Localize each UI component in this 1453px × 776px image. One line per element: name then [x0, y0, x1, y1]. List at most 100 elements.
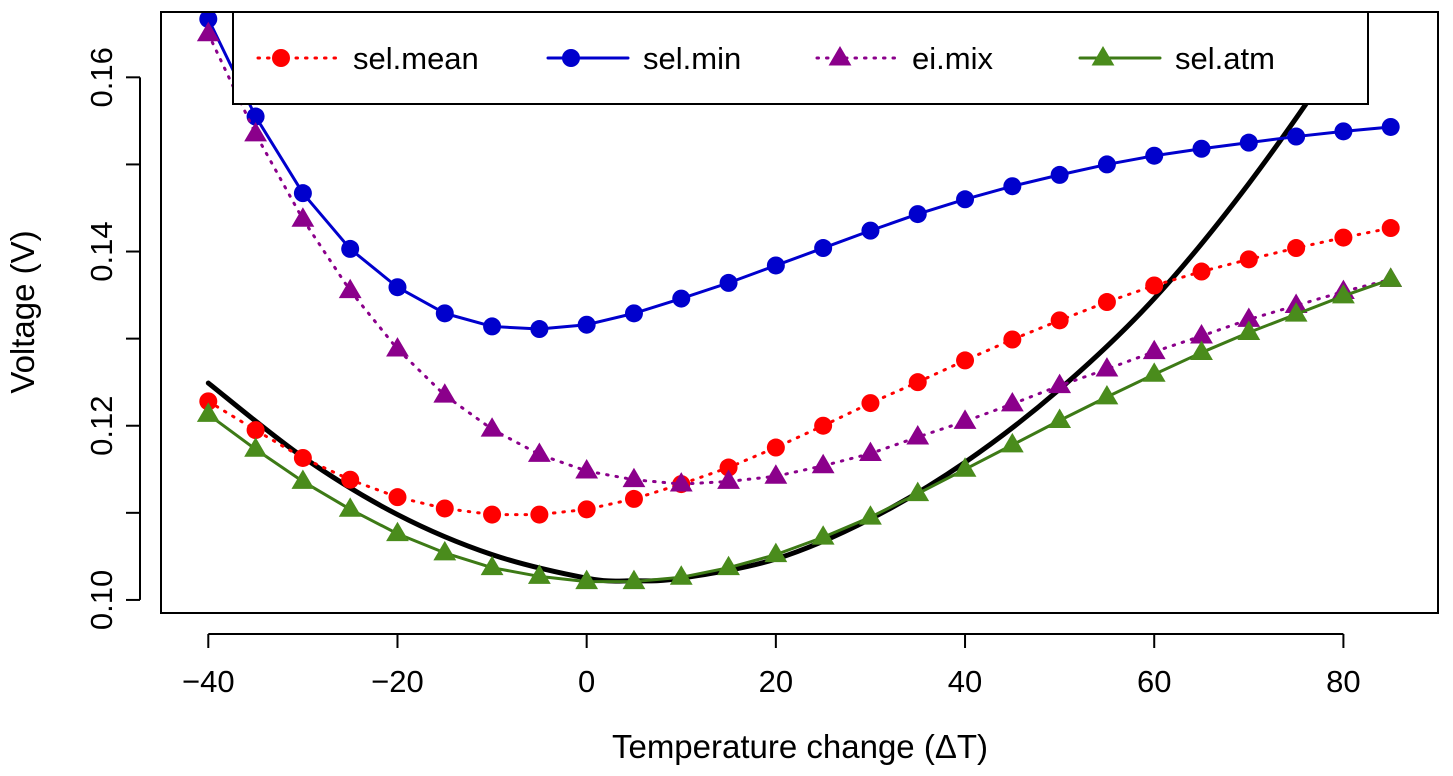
y-tick-label: 0.10	[84, 570, 119, 630]
x-tick-label: −40	[182, 664, 235, 699]
data-point-ei-mix	[338, 278, 362, 299]
data-point-sel-mean	[293, 448, 312, 467]
series-sel-min	[199, 12, 1400, 339]
data-point-sel-min	[1239, 133, 1258, 152]
data-point-sel-min	[530, 320, 549, 339]
data-point-ei-mix	[717, 469, 740, 489]
data-point-ei-mix	[196, 21, 220, 42]
data-point-ei-mix	[1095, 357, 1119, 377]
data-point-sel-mean	[530, 505, 549, 524]
data-point-sel-atm	[1284, 302, 1308, 322]
data-point-sel-atm	[1332, 283, 1355, 304]
data-point-ei-mix	[1048, 373, 1072, 394]
legend-entry-sel-min: sel.min	[546, 41, 741, 76]
data-point-sel-mean	[814, 416, 833, 435]
data-point-ei-mix	[1237, 307, 1261, 327]
data-point-sel-atm	[953, 457, 977, 477]
data-point-sel-atm	[575, 569, 599, 590]
data-point-ei-mix	[622, 467, 646, 488]
data-point-ei-mix	[859, 441, 882, 462]
axes: −40 −20 0 20 40 60 80 0.10 0.12 0.14 0.16	[84, 47, 1361, 699]
data-point-sel-atm	[764, 542, 788, 563]
data-point-sel-min	[1334, 122, 1353, 141]
y-tick-label: 0.12	[84, 396, 119, 456]
data-point-sel-mean	[435, 499, 454, 518]
data-point-sel-min	[577, 315, 596, 334]
data-point-sel-min	[1097, 155, 1116, 174]
data-point-sel-atm	[244, 437, 267, 457]
data-point-sel-mean	[1097, 293, 1116, 312]
data-point-ei-mix	[1142, 339, 1166, 360]
data-point-sel-min	[719, 273, 738, 292]
data-point-sel-atm	[811, 525, 835, 545]
data-point-sel-atm	[338, 497, 362, 517]
data-point-sel-min	[293, 184, 312, 203]
series-layer	[196, 12, 1403, 590]
data-point-sel-atm	[669, 565, 693, 585]
data-point-sel-min	[956, 190, 975, 209]
data-point-sel-atm	[1379, 267, 1403, 287]
data-point-sel-mean	[908, 373, 927, 392]
data-point-sel-atm	[906, 481, 930, 502]
series-sel-atm	[196, 267, 1403, 590]
x-axis-title: Temperature change (ΔT)	[612, 728, 988, 765]
x-tick-label: 40	[948, 664, 982, 699]
data-point-sel-min	[483, 317, 502, 336]
data-point-sel-atm	[1048, 408, 1072, 428]
data-point-sel-min	[246, 107, 265, 126]
data-point-ei-mix	[291, 207, 315, 227]
data-point-sel-atm	[1095, 384, 1119, 405]
legend-marker	[562, 49, 580, 67]
data-point-sel-mean	[388, 488, 407, 507]
data-point-sel-min	[1287, 127, 1306, 146]
legend-label: sel.mean	[353, 41, 479, 76]
data-point-sel-mean	[1334, 228, 1353, 247]
data-point-ei-mix	[433, 383, 457, 403]
data-point-sel-mean	[577, 500, 596, 519]
data-point-sel-min	[1145, 146, 1164, 165]
data-point-ei-mix	[906, 425, 930, 445]
data-point-sel-min	[861, 221, 880, 240]
data-point-sel-atm	[433, 540, 457, 561]
y-tick-label: 0.16	[84, 47, 119, 107]
data-point-sel-min	[1003, 177, 1022, 196]
data-point-ei-mix	[811, 453, 835, 474]
data-point-ei-mix	[480, 417, 504, 437]
series-line-sel-mean	[206, 226, 1393, 517]
data-point-sel-mean	[1145, 276, 1164, 295]
data-point-sel-min	[624, 304, 643, 323]
data-point-sel-atm	[1237, 320, 1261, 340]
data-point-sel-mean	[1192, 262, 1211, 281]
data-point-sel-atm	[527, 564, 551, 584]
x-tick-label: 80	[1326, 664, 1360, 699]
legend-entry-sel-mean: sel.mean	[256, 41, 479, 76]
y-axis-title: Voltage (V)	[4, 230, 41, 393]
data-point-sel-mean	[1381, 219, 1400, 238]
legend-marker	[828, 46, 852, 66]
data-point-sel-min	[1381, 117, 1400, 136]
legend-marker	[272, 49, 290, 67]
data-point-sel-atm	[480, 555, 504, 576]
data-point-sel-atm	[1000, 432, 1024, 453]
data-point-sel-mean	[199, 392, 218, 411]
series-sel-mean	[199, 219, 1400, 524]
data-point-sel-min	[814, 239, 833, 258]
data-point-ei-mix	[669, 472, 693, 492]
series-ei-mix	[196, 21, 1403, 492]
data-point-ei-mix	[575, 459, 599, 479]
legend-label: sel.min	[643, 41, 741, 76]
data-point-sel-mean	[861, 394, 880, 413]
data-point-sel-mean	[341, 470, 360, 489]
legend-label: sel.atm	[1175, 41, 1275, 76]
data-point-sel-min	[435, 304, 454, 323]
data-point-sel-atm	[386, 521, 409, 542]
data-point-sel-mean	[956, 351, 975, 370]
data-point-sel-min	[1050, 165, 1069, 184]
series-line-sel-atm	[206, 277, 1393, 584]
data-point-sel-atm	[1190, 340, 1213, 361]
legend: sel.mean sel.min ei.mix sel.atm	[232, 11, 1369, 105]
data-point-sel-min	[388, 278, 407, 297]
data-point-ei-mix	[527, 442, 551, 462]
data-point-sel-mean	[1287, 239, 1306, 258]
data-point-sel-mean	[766, 438, 785, 457]
